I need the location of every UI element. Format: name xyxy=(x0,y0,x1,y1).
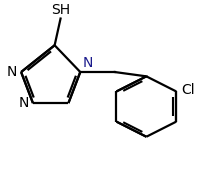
Text: N: N xyxy=(19,96,29,110)
Text: SH: SH xyxy=(51,3,70,17)
Text: Cl: Cl xyxy=(181,83,195,97)
Text: N: N xyxy=(7,65,17,79)
Text: N: N xyxy=(82,56,93,70)
